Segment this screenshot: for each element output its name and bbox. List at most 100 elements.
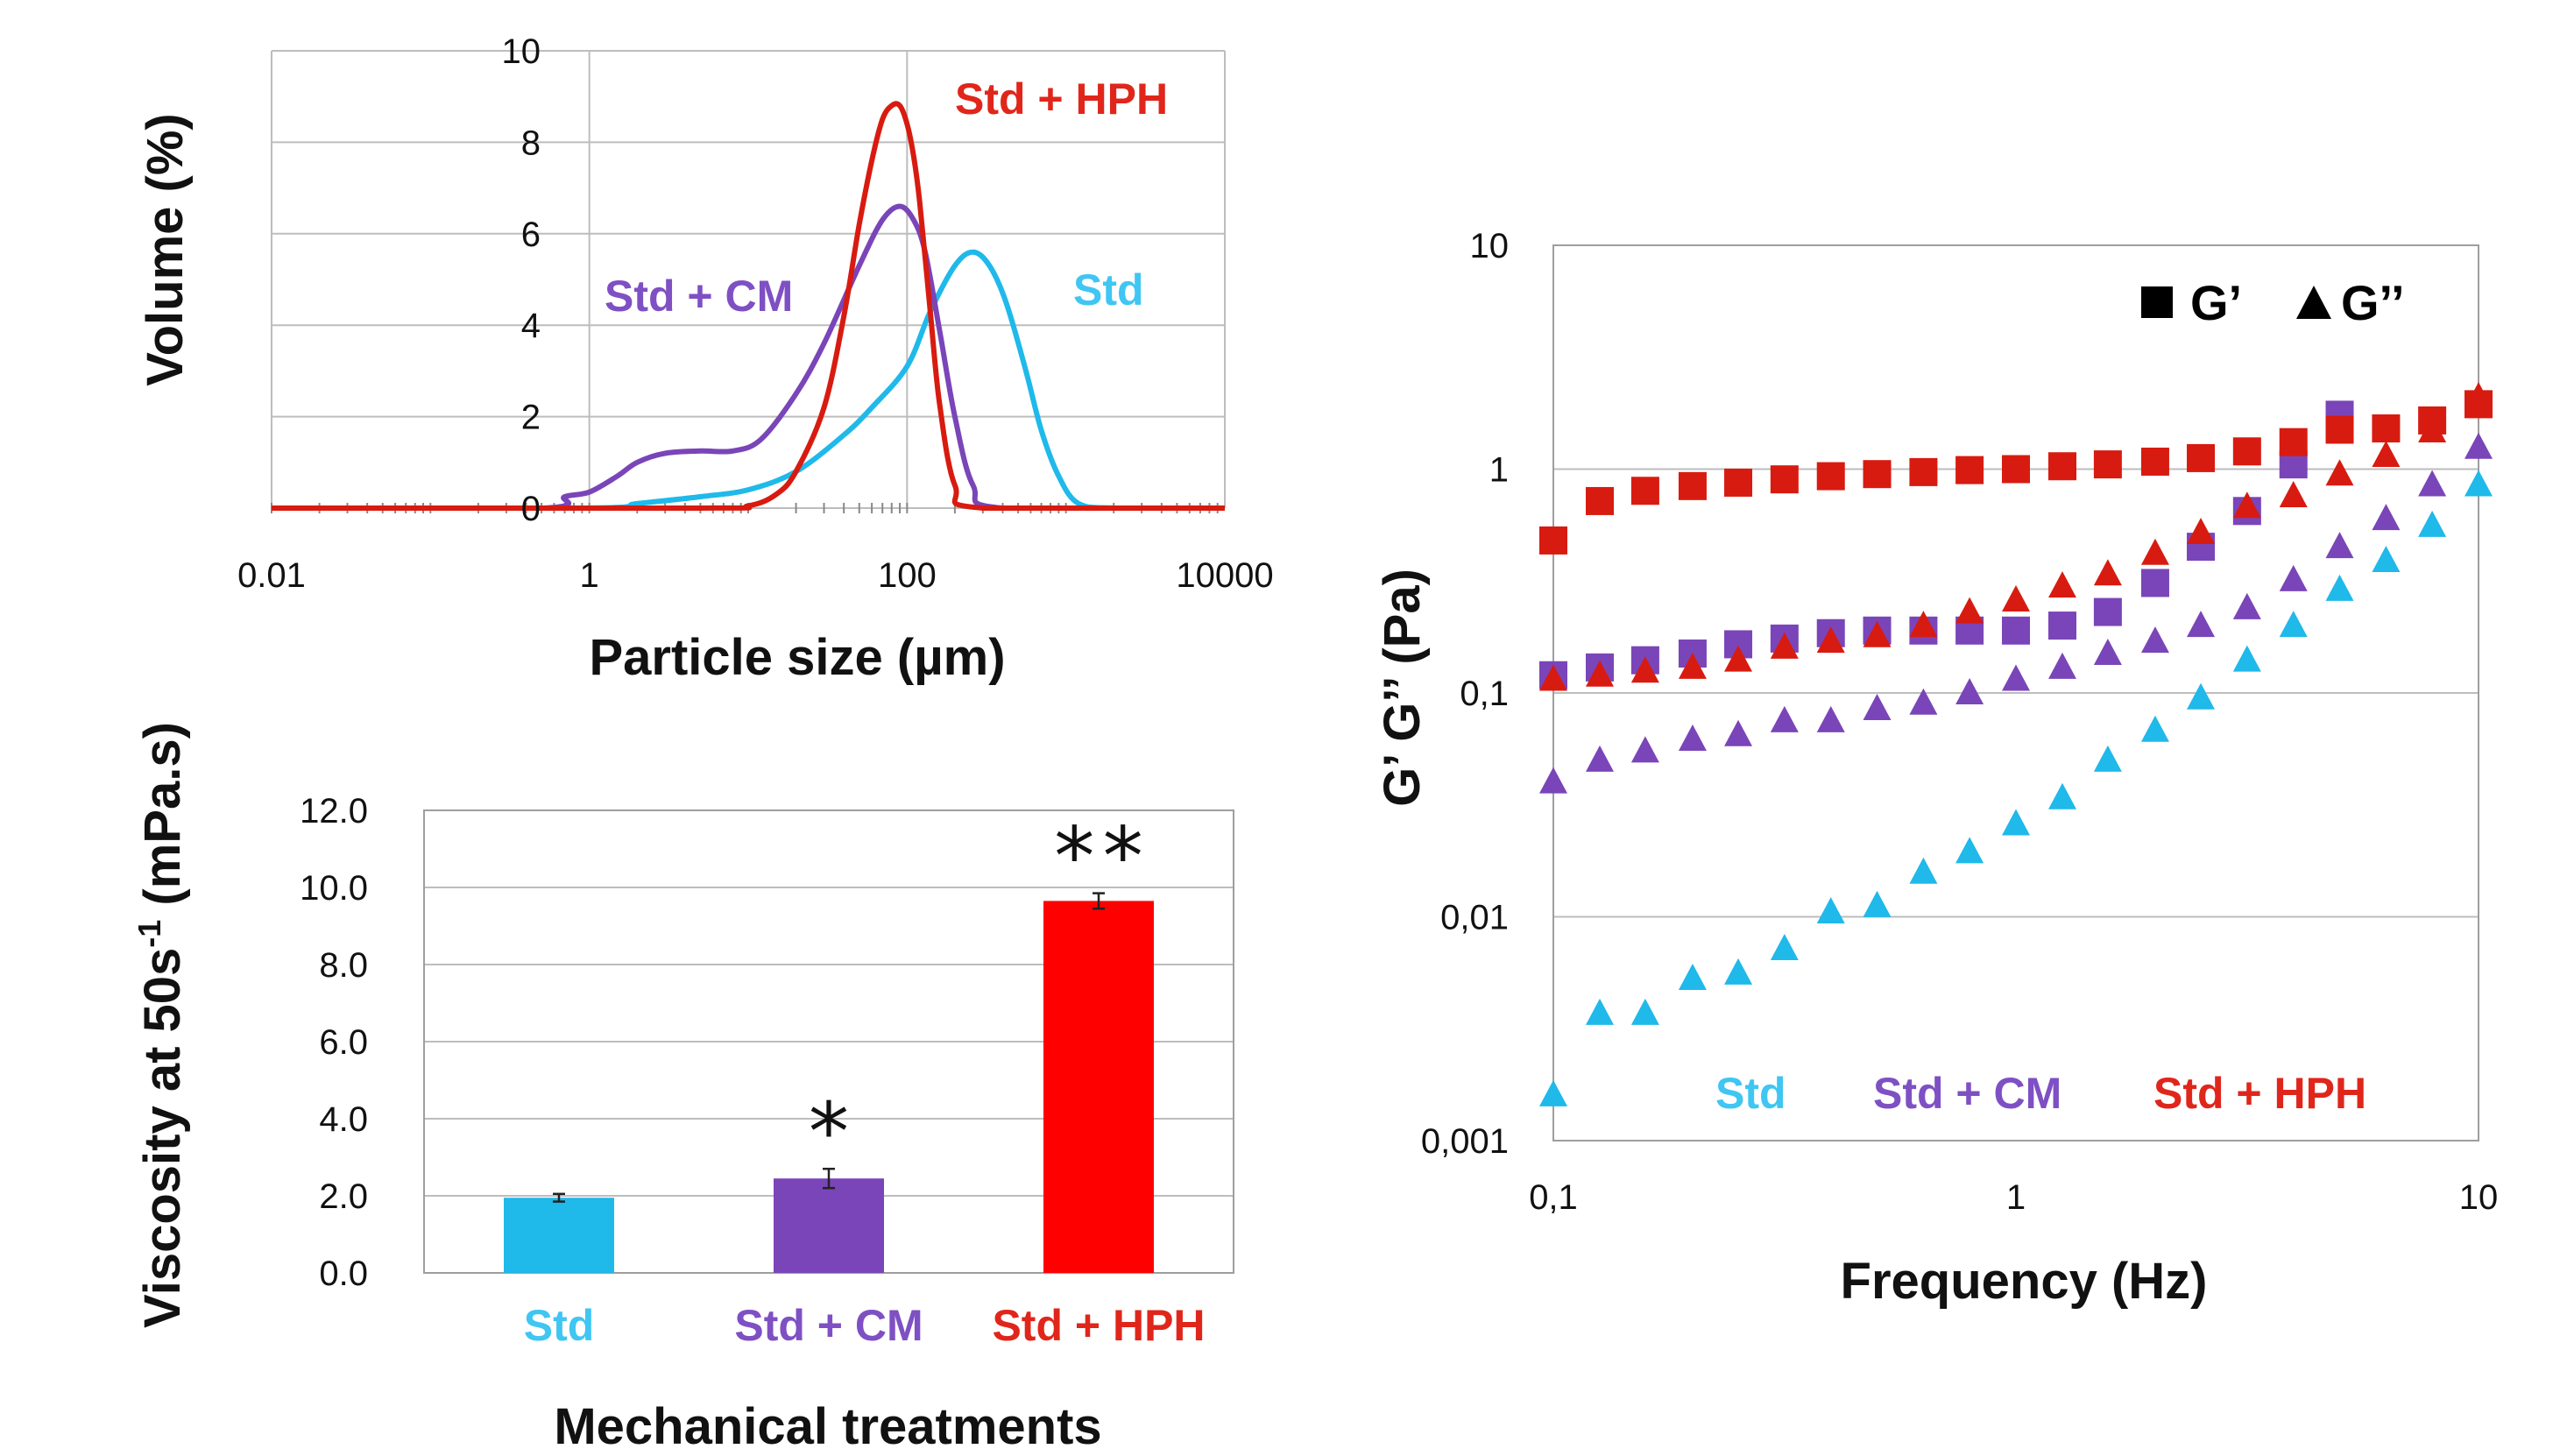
pc-point-triangle — [1909, 611, 1938, 638]
pc-point-square — [1539, 526, 1567, 555]
pc-point-square — [2002, 455, 2030, 484]
rheology-scatter-chart: 0,001 0,01 0,1 1 10 0,1 1 10 Frequency (Hz) G’ … — [1374, 227, 2498, 1310]
pb-y-tick-label: 12.0 — [300, 792, 368, 830]
pc-point-triangle — [2187, 611, 2216, 638]
pc-point-triangle — [2465, 382, 2493, 409]
pc-point-triangle — [2140, 626, 2169, 654]
pc-point-triangle — [2002, 664, 2030, 691]
pa-x-tick-label: 1 — [580, 556, 599, 595]
pc-point-triangle — [2325, 459, 2354, 486]
pc-point-triangle — [2187, 682, 2216, 710]
pb-y-tick-label: 0.0 — [319, 1255, 368, 1293]
pc-point-triangle — [2002, 809, 2030, 836]
pc-point-square — [2140, 569, 2169, 597]
pc-point-square — [2140, 447, 2169, 476]
pc-point-triangle — [2047, 652, 2076, 679]
pc-y-tick-label: 0,01 — [1440, 899, 1509, 937]
pa-x-tick-label: 10000 — [1176, 556, 1273, 595]
pa-y-tick-label: 0 — [521, 490, 541, 528]
pb-significance-marker: ** — [1050, 810, 1148, 904]
annotation-std-cm: Std + CM — [605, 272, 793, 321]
pc-point-triangle — [1678, 652, 1707, 679]
pc-point-triangle — [1909, 688, 1938, 715]
mechanical-treatments-x-label: Mechanical treatments — [554, 1398, 1101, 1455]
pc-point-triangle — [1630, 656, 1659, 683]
viscosity-y-label-main: Viscosity at 50s — [134, 948, 191, 1328]
pc-point-triangle — [2140, 715, 2169, 742]
pa-y-tick-label: 8 — [521, 124, 541, 162]
pc-point-triangle — [1955, 678, 1984, 704]
pc-point-square — [1770, 465, 1799, 494]
legend-g-double-prime: G’’ — [2341, 275, 2405, 330]
pc-point-triangle — [2465, 470, 2493, 497]
annotation-std: Std — [1073, 265, 1144, 315]
pa-x-tick-label: 0.01 — [237, 556, 306, 595]
pc-point-triangle — [2465, 432, 2493, 459]
pc-point-triangle — [1539, 664, 1567, 691]
pc-point-triangle — [2093, 639, 2122, 666]
pc-point-triangle — [1816, 705, 1845, 732]
pc-point-square — [1863, 460, 1892, 489]
bottom-label-std: Std — [1715, 1069, 1786, 1118]
pc-point-square — [1724, 468, 1753, 497]
pc-point-triangle — [2093, 559, 2122, 586]
pc-point-square — [2093, 597, 2122, 626]
pc-point-triangle — [2325, 574, 2354, 601]
pc-point-square — [1816, 462, 1845, 491]
pc-y-tick-label: 10 — [1470, 227, 1510, 265]
pc-point-triangle — [1678, 963, 1707, 990]
pa-series-line — [272, 101, 1225, 512]
pa-y-tick-label: 6 — [521, 216, 541, 254]
frequency-x-label: Frequency (Hz) — [1841, 1253, 2208, 1310]
pc-point-triangle — [1724, 645, 1753, 672]
pc-point-triangle — [1863, 620, 1892, 647]
pc-point-square — [1630, 477, 1659, 505]
pc-point-triangle — [2047, 571, 2076, 598]
pc-point-square — [2325, 415, 2354, 444]
bottom-label-std-cm: Std + CM — [1873, 1069, 2061, 1118]
pc-point-triangle — [1955, 597, 1984, 624]
pc-point-triangle — [1585, 998, 1614, 1025]
pc-point-triangle — [2002, 584, 2030, 611]
pc-point-triangle — [2418, 415, 2447, 442]
pc-y-tick-label: 0,001 — [1421, 1122, 1509, 1161]
pb-category-label: Std + CM — [734, 1301, 923, 1350]
modulus-legend: G’ G’’ — [2141, 275, 2405, 330]
pc-plot-frame — [1552, 244, 2479, 1141]
pc-point-square — [1678, 471, 1707, 500]
particle-size-x-label: Particle size (µm) — [589, 629, 1005, 686]
pc-point-triangle — [2279, 480, 2308, 507]
pc-point-triangle — [1630, 736, 1659, 763]
pc-point-triangle — [1630, 998, 1659, 1025]
pc-point-triangle — [1724, 719, 1753, 746]
pc-x-tick-label: 0,1 — [1529, 1178, 1578, 1217]
pb-y-tick-label: 10.0 — [300, 869, 368, 908]
pc-x-tick-label: 10 — [2459, 1178, 2499, 1217]
legend-g-prime: G’ — [2190, 275, 2242, 330]
legend-triangle-marker — [2296, 286, 2331, 319]
pc-point-triangle — [1863, 694, 1892, 721]
pc-point-triangle — [2418, 510, 2447, 537]
pc-point-square — [1585, 486, 1614, 515]
pc-point-triangle — [1816, 626, 1845, 654]
pc-point-triangle — [1909, 857, 1938, 884]
pc-point-triangle — [2279, 611, 2308, 638]
pc-point-square — [1955, 456, 1984, 484]
pc-x-tick-label: 1 — [2006, 1178, 2026, 1217]
pc-point-triangle — [1770, 933, 1799, 960]
pa-y-tick-label: 10 — [502, 32, 541, 71]
pa-x-tick-label: 100 — [878, 556, 937, 595]
pc-y-tick-label: 1 — [1489, 451, 1509, 490]
pb-y-tick-label: 4.0 — [319, 1100, 368, 1139]
pc-point-triangle — [1955, 837, 1984, 864]
pc-point-triangle — [2372, 504, 2401, 531]
pb-y-tick-label: 8.0 — [319, 946, 368, 985]
pc-point-square — [2002, 616, 2030, 645]
pb-y-tick-label: 6.0 — [319, 1023, 368, 1062]
pc-point-square — [2279, 428, 2308, 456]
pc-point-triangle — [2232, 592, 2261, 619]
modulus-y-label: G’ G’’ (Pa) — [1374, 569, 1431, 807]
pc-point-triangle — [2372, 545, 2401, 572]
pc-point-triangle — [1724, 958, 1753, 985]
